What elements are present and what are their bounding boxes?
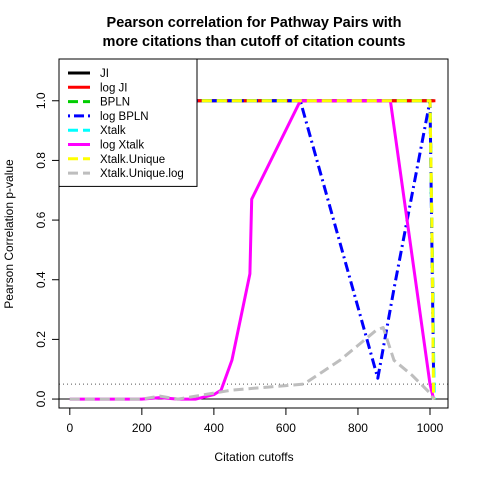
x-axis-label: Citation cutoffs — [214, 450, 293, 464]
chart-title-line-2: more citations than cutoff of citation c… — [103, 34, 406, 50]
legend-label-1: log JI — [100, 82, 128, 94]
legend-label-4: Xtalk — [100, 125, 126, 137]
legend-label-0: JI — [100, 68, 109, 80]
y-axis-label: Pearson Correlation p-value — [2, 159, 16, 309]
y-tick-label-0: 0.0 — [34, 390, 48, 407]
x-tick-label-1: 200 — [132, 421, 152, 435]
legend: JI log JI BPLN log BPLN Xtalk log Xtalk Xtalk.… — [58, 58, 198, 187]
x-tick-label-3: 600 — [276, 421, 296, 435]
series-line-6 — [141, 99, 436, 400]
series-line-7 — [69, 326, 435, 401]
chart-title-line-1: Pearson correlation for Pathway Pairs wi… — [107, 15, 402, 31]
y-tick-label-5: 1.0 — [34, 92, 48, 109]
legend-label-3: log BPLN — [100, 111, 149, 123]
x-tick-label-0: 0 — [66, 421, 73, 435]
legend-label-6: Xtalk.Unique — [100, 154, 165, 166]
y-tick-label-2: 0.4 — [34, 271, 48, 288]
plot-frame — [58, 58, 449, 409]
x-tick-label-5: 1000 — [417, 421, 444, 435]
y-tick-label-1: 0.2 — [34, 331, 48, 348]
legend-label-5: log Xtalk — [100, 140, 144, 152]
y-tick-label-3: 0.6 — [34, 211, 48, 228]
legend-label-2: BPLN — [100, 97, 130, 109]
x-tick-label-2: 400 — [204, 421, 224, 435]
reference-lines — [59, 383, 448, 400]
legend-label-7: Xtalk.Unique.log — [100, 168, 184, 180]
axes: 0 200 400 600 800 1000 0.0 0.2 0.4 0.6 0.8 1.0 — [34, 92, 444, 435]
x-tick-label-4: 800 — [348, 421, 368, 435]
y-tick-label-4: 0.8 — [34, 152, 48, 169]
series-lines — [69, 99, 436, 401]
